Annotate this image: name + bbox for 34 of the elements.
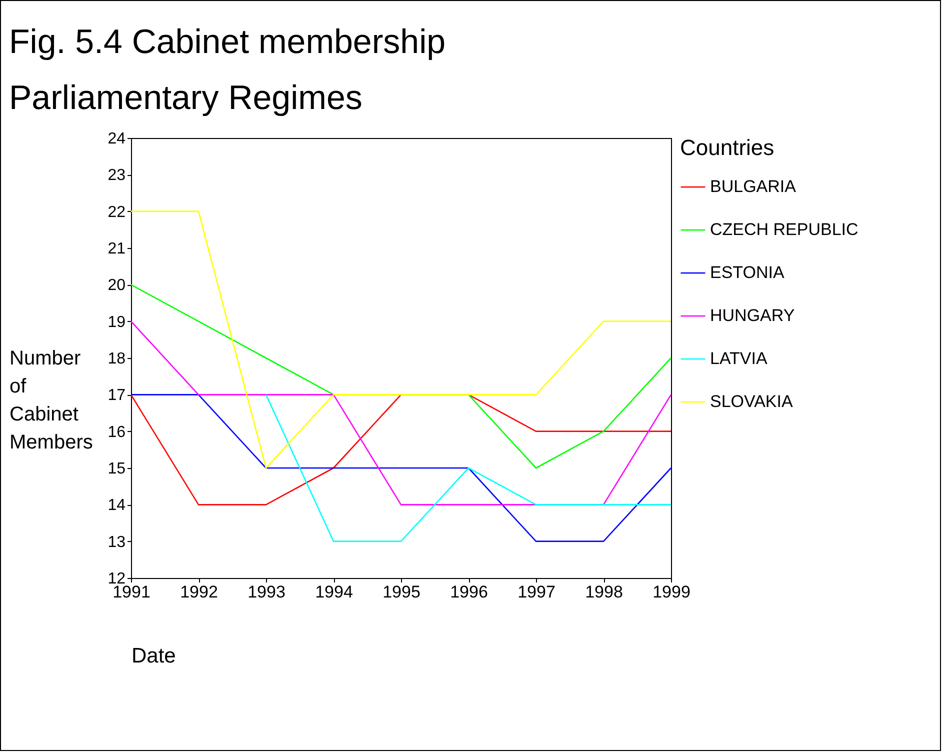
y-tick-label: 13	[108, 534, 126, 551]
y-tick-label: 24	[108, 130, 126, 148]
legend-label: HUNGARY	[710, 306, 795, 325]
x-axis-title: Date	[132, 644, 176, 668]
y-tick-label: 22	[108, 204, 126, 221]
chart-title: Fig. 5.4 Cabinet membership	[9, 23, 446, 61]
y-axis-title: Number of Cabinet Members	[10, 348, 93, 454]
x-tick-label: 1993	[248, 582, 286, 602]
legend-label: LATVIA	[710, 349, 768, 368]
y-tick-label: 19	[108, 314, 126, 331]
y-tick-label: 15	[108, 460, 126, 478]
x-tick-label: 1994	[315, 582, 353, 602]
x-tick-label: 1998	[585, 582, 623, 602]
legend-label: SLOVAKIA	[710, 392, 794, 411]
legend-label: ESTONIA	[710, 263, 785, 282]
line-series	[130, 210, 672, 469]
x-tick-label: 1999	[652, 582, 690, 602]
x-tick-label: 1992	[180, 582, 218, 602]
y-tick-label: 18	[108, 350, 126, 368]
y-tick-label: 16	[108, 424, 126, 441]
y-tick-label: 23	[108, 167, 126, 184]
y-tick-label: 17	[108, 387, 126, 404]
chart-subtitle: Parliamentary Regimes	[9, 79, 362, 117]
legend-title: Countries	[680, 135, 774, 160]
y-tick-label: 21	[108, 240, 126, 258]
y-tick-label: 14	[108, 497, 126, 514]
x-tick-label: 1995	[382, 582, 420, 602]
x-tick-label: 1991	[112, 582, 150, 602]
legend-label: CZECH REPUBLIC	[710, 220, 858, 239]
x-tick-label: 1997	[518, 582, 556, 602]
legend-label: BULGARIA	[710, 177, 797, 196]
y-tick-label: 20	[108, 277, 126, 294]
line-series	[265, 394, 672, 542]
x-tick-label: 1996	[450, 582, 488, 602]
